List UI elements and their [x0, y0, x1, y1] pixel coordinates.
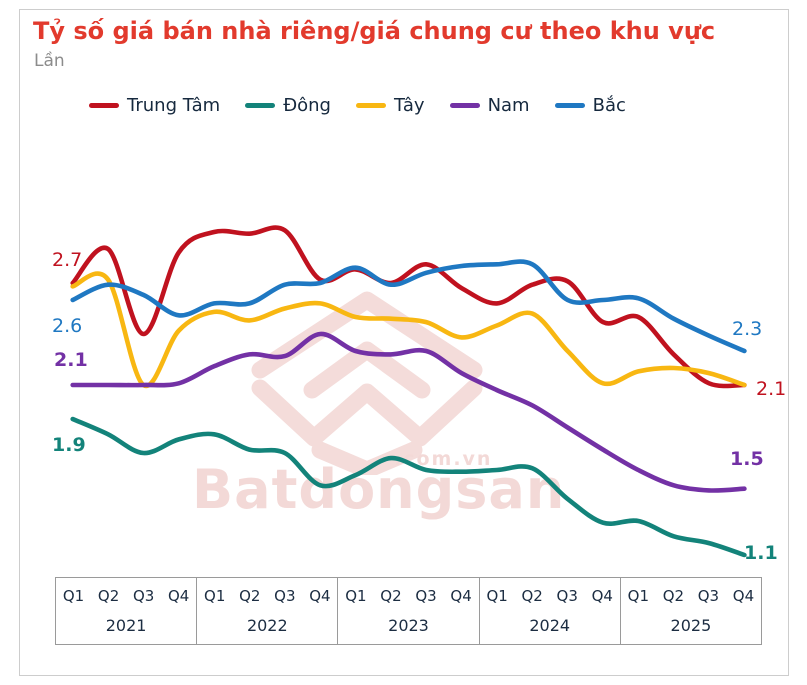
- axis-quarter-label: Q4: [732, 586, 755, 605]
- line-chart: [70, 225, 747, 558]
- legend-label: Nam: [487, 95, 530, 116]
- axis-year-label: 2023: [388, 615, 429, 635]
- annotation-value: 1.1: [744, 542, 778, 564]
- axis-quarter-row: Q1 Q2 Q3 Q4: [621, 578, 761, 611]
- series-line-nam: [70, 331, 747, 493]
- legend-item-3: Tây: [355, 95, 425, 116]
- chart-card: Tỷ số giá bán nhà riêng/giá chung cư the…: [19, 9, 789, 676]
- watermark-domain: .com.vn: [394, 448, 493, 470]
- axis-quarter-label: Q1: [627, 586, 650, 605]
- series-line-bắc: [70, 259, 747, 354]
- annotation-value: 1.9: [52, 434, 86, 456]
- axis-quarter-label: Q1: [204, 586, 226, 605]
- legend-swatch-icon: [355, 103, 386, 108]
- axis-quarter-label: Q1: [486, 586, 508, 605]
- axis-year-group-2022: Q1 Q2 Q3 Q4 2022: [196, 578, 337, 644]
- series-line-đông: [70, 416, 747, 558]
- axis-quarter-label: Q1: [62, 586, 85, 605]
- axis-year-group-2023: Q1 Q2 Q3 Q4 2023: [337, 578, 478, 644]
- legend-swatch-icon: [89, 103, 119, 108]
- axis-quarter-row: Q1 Q2 Q3 Q4: [197, 578, 337, 611]
- legend-item-2: Đông: [245, 95, 331, 116]
- legend-swatch-icon: [449, 103, 480, 108]
- annotation-value: 2.1: [54, 349, 88, 371]
- axis-quarter-label: Q2: [97, 586, 120, 605]
- axis-quarter-label: Q4: [167, 586, 190, 605]
- series-line-trung-tâm: [70, 225, 747, 389]
- legend-item-1: Trung Tâm: [89, 95, 220, 116]
- batdongsan-logo-icon: [251, 291, 483, 475]
- unit-label: Lần: [34, 51, 65, 71]
- x-axis-table: Q1 Q2 Q3 Q4 2021 Q1 Q2 Q3 Q4 2022 Q1 Q2 Q3 Q4 2023 Q1 Q2…: [55, 577, 762, 645]
- legend-item-4: Nam: [449, 95, 530, 116]
- axis-quarter-label: Q4: [450, 586, 472, 605]
- axis-year-label: 2022: [246, 615, 288, 635]
- axis-quarter-row: Q1 Q2 Q3 Q4: [480, 578, 620, 611]
- axis-quarter-label: Q1: [345, 586, 367, 605]
- legend-swatch-icon: [554, 103, 585, 108]
- axis-year-group-2021: Q1 Q2 Q3 Q4 2021: [56, 578, 196, 644]
- axis-year-label: 2025: [670, 615, 712, 635]
- axis-quarter-label: Q2: [380, 586, 402, 605]
- axis-year-group-2024: Q1 Q2 Q3 Q4 2024: [478, 578, 620, 644]
- annotation-value: 2.3: [732, 318, 763, 340]
- axis-quarter-label: Q3: [132, 586, 155, 605]
- legend-label: Trung Tâm: [127, 95, 221, 116]
- axis-year-label: 2021: [105, 615, 147, 635]
- axis-quarter-label: Q3: [556, 586, 578, 605]
- annotation-value: 2.1: [756, 378, 787, 400]
- axis-quarter-row: Q1 Q2 Q3 Q4: [338, 578, 478, 611]
- axis-year-label: 2024: [529, 615, 571, 635]
- axis-quarter-label: Q4: [309, 586, 331, 605]
- legend-label: Tây: [393, 95, 425, 116]
- series-line-tây: [70, 271, 747, 389]
- annotation-value: 2.7: [52, 249, 83, 271]
- axis-quarter-label: Q3: [415, 586, 437, 605]
- legend-label: Đông: [283, 95, 331, 116]
- annotation-value: 1.5: [730, 448, 764, 470]
- axis-quarter-label: Q2: [662, 586, 685, 605]
- legend-item-5: Bắc: [554, 95, 626, 116]
- axis-quarter-row: Q1 Q2 Q3 Q4: [56, 578, 196, 611]
- legend: Trung Tâm Đông Tây Nam Bắc: [89, 95, 626, 116]
- legend-swatch-icon: [245, 103, 276, 108]
- page-title: Tỷ số giá bán nhà riêng/giá chung cư the…: [33, 17, 716, 45]
- axis-quarter-label: Q3: [274, 586, 296, 605]
- axis-quarter-label: Q2: [239, 586, 261, 605]
- annotation-value: 2.6: [52, 315, 83, 337]
- axis-year-group-2025: Q1 Q2 Q3 Q4 2025: [619, 578, 761, 644]
- axis-quarter-label: Q3: [697, 586, 720, 605]
- legend-label: Bắc: [592, 95, 626, 116]
- axis-quarter-label: Q2: [521, 586, 543, 605]
- axis-quarter-label: Q4: [591, 586, 613, 605]
